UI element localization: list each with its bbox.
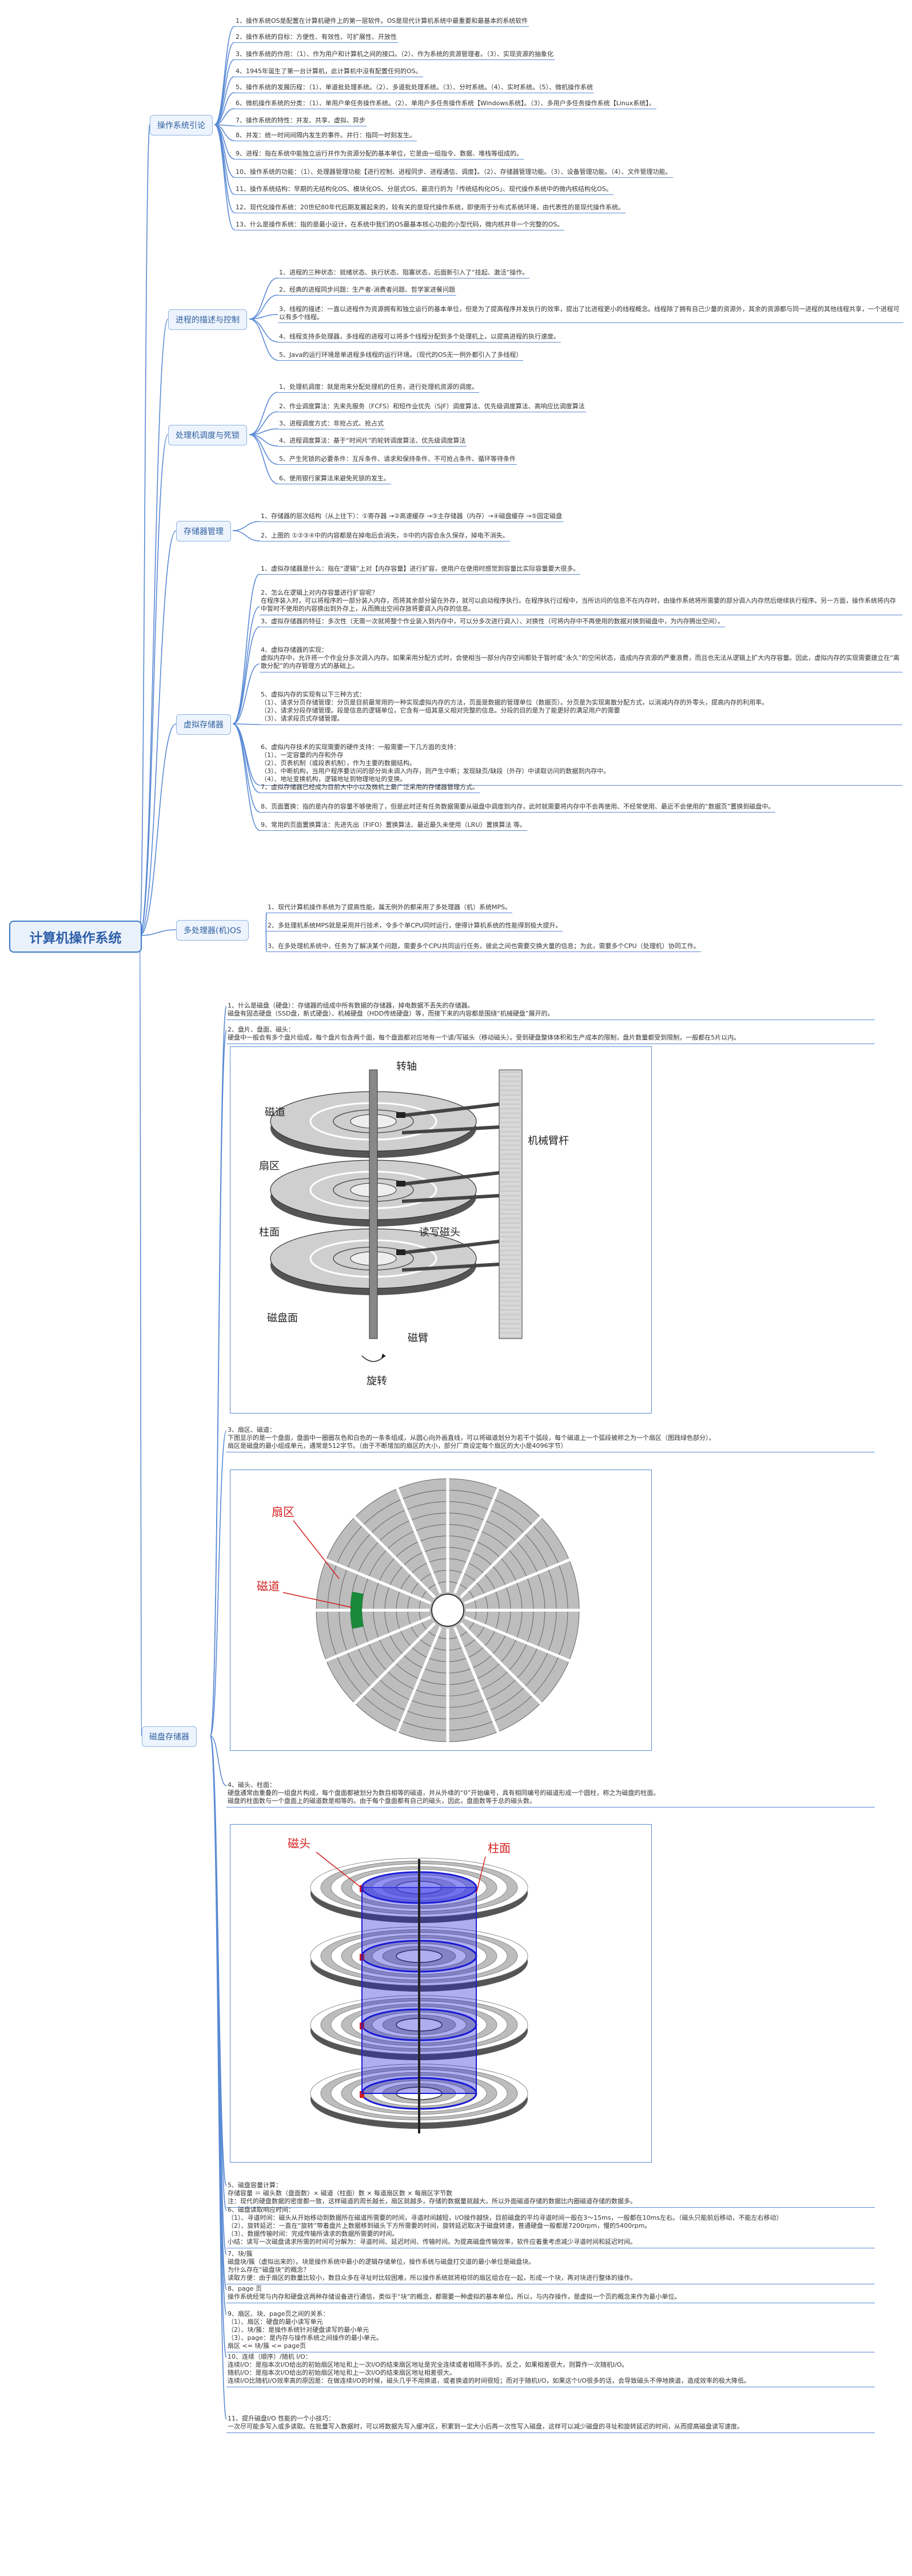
branch-node[interactable]: 虚拟存储器: [176, 714, 231, 735]
disk-paragraph: 10、连续（顺序）/随机 I/O： 连续I/O：是指本次I/O给出的初始扇区地址和…: [226, 2353, 875, 2387]
leaf-node: 3、进程调度方式：非抢占式、抢占式: [278, 420, 385, 429]
figure-label: 旋转: [367, 1375, 387, 1387]
figure-label: 磁臂: [408, 1332, 428, 1344]
branch-node[interactable]: 磁盘存储器: [142, 1726, 197, 1747]
figure-label: 磁头: [288, 1837, 310, 1850]
leaf-node: 4、1945年诞生了第一台计算机，此计算机中没有配置任何的OS。: [234, 67, 423, 77]
leaf-node: 2、操作系统的目标：方便性、有效性、可扩展性、开放性: [234, 33, 398, 43]
leaf-node: 2、怎么在逻辑上对内存容量进行扩容呢？ 在程序装入时，可以将程序的一部分装入内存，…: [260, 589, 902, 615]
leaf-node: 8、并发：统一时间间隔内发生的事件。并行：指同一时刻发生。: [234, 132, 417, 141]
figure-label: 磁道: [265, 1106, 285, 1118]
leaf-node: 1、存储器的层次结构（从上往下）：①寄存器 →②高速缓存 →③主存储器（内存）→…: [260, 512, 564, 522]
leaf-node: 6、虚拟内存技术的实现需要的硬件支持：一般需要一下几方面的支持： （1）、一定容量…: [260, 743, 902, 786]
leaf-node: 2、上图的 ①②③④中的内容都是在掉电后会消失，⑤中的内容会永久保存，掉电不消失…: [260, 532, 510, 542]
leaf-node: 1、处理机调度：就是用来分配处理机的任务，进行处理机资源的调度。: [278, 383, 479, 393]
disk-paragraph: 1、什么是磁盘（硬盘）：存储器的组成中所有数据的存储器，掉电数据不丢失的存储器。…: [226, 1002, 875, 1020]
leaf-node: 2、经典的进程同步问题：生产者-消费者问题、哲学家进餐问题: [278, 286, 456, 296]
branch-node[interactable]: 多处理器(机)OS: [176, 920, 249, 941]
leaf-node: 13、什么是操作系统：指的是最小设计，在系统中我们的OS最基本核心功能的小型代码…: [234, 221, 565, 230]
figure-label: 扇区: [272, 1505, 294, 1519]
leaf-node: 3、操作系统的作用：（1）、作为用户和计算机之间的接口。（2）、作为系统的资源管…: [234, 50, 555, 60]
branch-node[interactable]: 处理机调度与死锁: [168, 425, 247, 445]
leaf-node: 3、在多处理机系统中，任务为了解决某个问题，需要多个CPU共同运行任务，彼此之间…: [266, 942, 701, 952]
track-sector-figure: 扇区磁道: [230, 1470, 652, 1751]
branch-node[interactable]: 存储器管理: [176, 521, 231, 542]
leaf-node: 8、页面置换：指的是内存的容量不够使用了，但是此时还有任务数据需要从磁盘中调度到…: [260, 803, 776, 813]
leaf-node: 7、虚拟存储器已经成为目前大中小以及微机上最广泛采用的存储器管理方式。: [260, 783, 480, 793]
leaf-node: 1、进程的三种状态：就绪状态、执行状态、阻塞状态，后面新引入了“挂起、激活”操作…: [278, 269, 530, 278]
disk-paragraph: 7、块/簇 磁盘块/簇（虚拟出来的）。块是操作系统中最小的逻辑存储单位，操作系统与…: [226, 2250, 875, 2284]
disk-paragraph: 6、磁盘读取响应时间： （1）、寻道时间：磁头从开始移动到数据所在磁道所需要的时间…: [226, 2206, 875, 2248]
leaf-node: 10、操作系统的功能：（1）、处理器管理功能【进行控制、进程同步、进程通信、调度…: [234, 168, 673, 178]
disk-paragraph: 3、扇区、磁道： 下图显示的是一个盘面，盘面中一圈圈灰色和白色的一条条组成，从圆心…: [226, 1426, 875, 1452]
leaf-node: 11、操作系统结构：早期的无结构化OS、模块化OS、分层式OS、最流行的为「传统…: [234, 185, 614, 195]
leaf-node: 2、作业调度算法：先来先服务（FCFS）和短作业优先（SJF）调度算法、优先级调…: [278, 403, 586, 412]
disk-paragraph: 2、盘片、盘面、磁头： 硬盘中一般会有多个盘片组成，每个盘片包含两个面，每个盘面都…: [226, 1026, 875, 1044]
branch-node[interactable]: 操作系统引论: [150, 115, 213, 136]
leaf-node: 2、多处理机系统MPS就是采用并行技术，令多个单CPU同时运行，使得计算机系统的…: [266, 922, 563, 931]
leaf-node: 5、操作系统的发展历程：（1）、单道批处理系统。（2）、多道批处理系统。（3）、…: [234, 83, 594, 93]
leaf-node: 9、进程：指在系统中能独立运行并作为资源分配的基本单位，它是由一组指令、数据、堆…: [234, 150, 524, 160]
leaf-node: 3、虚拟存储器的特征：多次性（无需一次就将整个作业装入到内存中，可以分多次进行调…: [260, 618, 725, 627]
leaf-node: 4、进程调度算法：基于“时间片”的轮转调度算法、优先级调度算法: [278, 437, 467, 447]
disk-paragraph: 4、磁头、柱面： 硬盘通常由重叠的一组盘片构成，每个盘面都被划分为数目相等的磁道，…: [226, 1781, 875, 1807]
platter-stack-figure: 转轴磁道扇区柱面 读写磁头磁盘面磁臂旋转 机械臂杆: [230, 1046, 652, 1414]
figure-label: 转轴: [396, 1061, 417, 1073]
disk-paragraph: 11、提升磁盘I/O 性能的一个小技巧： 一次尽可能多写入或多读取。在批量写入数据…: [226, 2415, 875, 2433]
leaf-node: 4、线程支持多处理器，多线程的进程可以将多个线程分配到多个处理机上，以提高进程的…: [278, 333, 561, 343]
leaf-node: 6、微机操作系统的分类：（1）、单用户单任务操作系统。（2）、单用户多任务操作系…: [234, 99, 656, 109]
leaf-node: 7、操作系统的特性：并发、共享、虚拟、异步: [234, 117, 367, 126]
disk-paragraph: 8、page 页操作系统经常与内存和硬盘这两种存储设备进行通信，类似于“块”的概…: [226, 2285, 875, 2303]
leaf-node: 1、现代计算机操作系统为了提高性能，属无例外的都采用了多处理器（机）系统MPS。: [266, 903, 513, 913]
leaf-node: 4、虚拟存储器的实现： 虚拟内存中，允许将一个作业分多次调入内存。如果采用分配方式…: [260, 646, 902, 672]
figure-label: 机械臂杆: [528, 1135, 569, 1147]
leaf-node: 5、产生死锁的必要条件：互斥条件、请求和保持条件、不可抢占条件、循环等待条件: [278, 455, 517, 465]
figure-label: 磁道: [257, 1579, 280, 1593]
leaf-node: 9、常用的页面置换算法：先进先出（FIFO）置换算法、最近最久未使用（LRU）置…: [260, 821, 527, 831]
figure-label: 磁盘面: [267, 1312, 298, 1324]
leaf-node: 5、Java的运行环境是单进程多线程的运行环境。（现代的OS无一例外都引入了多线…: [278, 351, 524, 361]
leaf-node: 1、虚拟存储器是什么：指在“逻辑”上对【内存容量】进行扩容，使用户在使用时感觉到…: [260, 565, 581, 575]
figure-label: 扇区: [259, 1160, 280, 1172]
root-node[interactable]: 计算机操作系统: [9, 921, 142, 953]
leaf-node: 6、使用银行家算法来避免死锁的发生。: [278, 475, 391, 484]
leaf-node: 5、虚拟内存的实现有以下三种方式： （1）、请求分页存储管理：分页是目前最常用的一…: [260, 691, 902, 725]
figure-label: 读写磁头: [419, 1227, 460, 1239]
figure-label: 柱面: [259, 1227, 280, 1239]
head-cylinder-figure: 磁头 柱面: [230, 1824, 652, 2163]
branch-node[interactable]: 进程的描述与控制: [168, 309, 247, 330]
disk-paragraph: 5、磁盘容量计算： 存储容量 ＝ 磁头数（盘面数）× 磁道（柱面）数 × 每道扇区…: [226, 2181, 875, 2208]
figure-label: 柱面: [488, 1841, 511, 1855]
leaf-node: 3、线程的描述：一直以进程作为资源拥有和独立运行的基本单位，但是为了提高程序并发…: [278, 305, 903, 323]
leaf-node: 12、现代化操作系统：20世纪80年代后期发展起来的，较有关的是现代操作系统，即…: [234, 204, 626, 213]
disk-paragraph: 9、扇区、块、page页之间的关系： （1）、扇区：硬盘的最小读写单元 （2）、块/…: [226, 2310, 875, 2352]
leaf-node: 1、操作系统OS是配置在计算机硬件上的第一层软件。OS是现代计算机系统中最重要和…: [234, 17, 529, 27]
